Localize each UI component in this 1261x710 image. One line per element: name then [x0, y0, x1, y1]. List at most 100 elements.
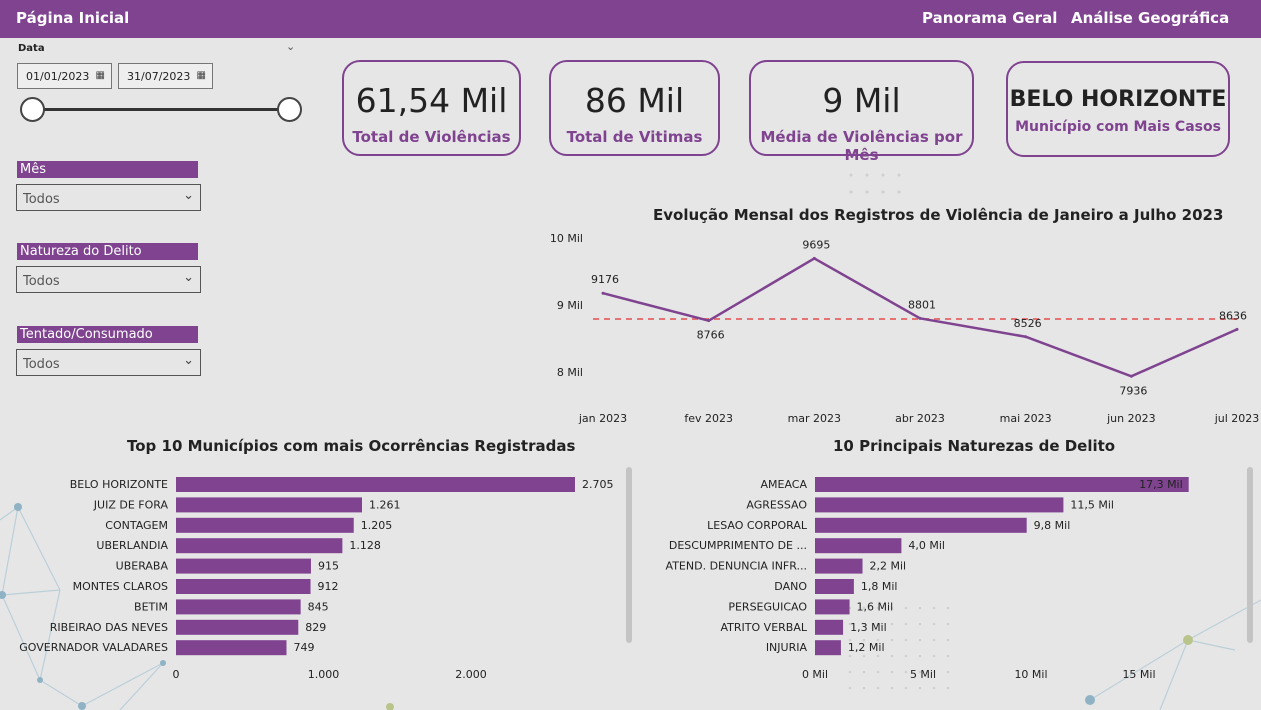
value-label: 1,8 Mil — [861, 580, 898, 593]
category-label: DANO — [774, 580, 807, 593]
bar[interactable] — [815, 538, 902, 554]
kpi-caption: Município com Mais Casos — [1015, 119, 1221, 135]
x-tick-label: fev 2023 — [684, 412, 733, 425]
bar[interactable] — [815, 640, 841, 656]
data-label: 8526 — [1014, 317, 1042, 330]
calendar-icon[interactable]: ▦ — [196, 70, 206, 81]
data-point[interactable] — [1235, 327, 1239, 331]
slider-start-handle[interactable] — [20, 97, 45, 122]
bar[interactable] — [176, 558, 311, 574]
bar[interactable] — [815, 599, 850, 615]
x-tick-label: 0 Mil — [802, 668, 828, 681]
x-tick-label: jan 2023 — [578, 412, 627, 425]
attempt-dropdown-value: Todos — [23, 357, 60, 372]
data-label: 9695 — [802, 238, 830, 251]
value-label: 1.261 — [369, 498, 401, 511]
bar[interactable] — [176, 599, 301, 615]
kpi-caption: Total de Vitimas — [566, 128, 703, 146]
category-label: LESAO CORPORAL — [707, 519, 808, 532]
kpi-caption: Média de Violências por Mês — [760, 128, 963, 164]
x-tick-label: mar 2023 — [788, 412, 841, 425]
bar[interactable] — [176, 477, 575, 492]
chevron-down-icon: ⌄ — [183, 270, 194, 285]
bar[interactable] — [815, 517, 1027, 533]
chevron-down-icon: ⌄ — [183, 188, 194, 203]
bar[interactable] — [815, 579, 854, 594]
month-dropdown-value: Todos — [23, 192, 60, 207]
cities-chart-scrollbar[interactable] — [626, 467, 632, 643]
kpi-value: BELO HORIZONTE — [1009, 87, 1227, 112]
bar[interactable] — [815, 497, 1064, 513]
data-point[interactable] — [1024, 335, 1028, 339]
date-start-input[interactable]: 01/01/2023 ▦ — [17, 63, 112, 89]
date-range-slider[interactable] — [32, 108, 290, 111]
bar[interactable] — [176, 619, 299, 635]
x-tick-label: mai 2023 — [1000, 412, 1052, 425]
value-label: 912 — [318, 580, 339, 593]
cities-chart-title: Top 10 Municípios com mais Ocorrências R… — [127, 437, 576, 455]
line-chart-title: Evolução Mensal dos Registros de Violênc… — [653, 206, 1224, 224]
kpi-caption: Total de Violências — [352, 128, 511, 146]
y-tick-label: 9 Mil — [557, 299, 583, 312]
chevron-down-icon: ⌄ — [183, 353, 194, 368]
attempt-dropdown[interactable]: Todos ⌄ — [16, 349, 201, 376]
category-label: ATEND. DENUNCIA INFR... — [666, 560, 807, 573]
bar[interactable] — [176, 579, 311, 594]
kpi-value: 86 Mil — [584, 81, 685, 120]
calendar-icon[interactable]: ▦ — [95, 70, 105, 81]
data-label: 9176 — [591, 273, 619, 286]
x-tick-label: 0 — [173, 668, 180, 681]
category-label: UBERABA — [116, 560, 169, 573]
value-label: 1.128 — [349, 539, 381, 552]
nature-chart-scrollbar[interactable] — [1247, 467, 1253, 643]
x-tick-label: 5 Mil — [910, 668, 936, 681]
date-filter-label: Data — [18, 43, 45, 54]
bar[interactable] — [815, 558, 863, 574]
x-tick-label: 10 Mil — [1014, 668, 1047, 681]
nav-home-button[interactable]: Página Inicial — [16, 9, 130, 27]
value-label: 17,3 Mil — [1139, 478, 1183, 491]
bar[interactable] — [815, 477, 1189, 492]
data-point[interactable] — [1129, 374, 1133, 378]
value-label: 845 — [308, 600, 329, 613]
chevron-down-icon[interactable]: ⌄ — [286, 40, 296, 53]
top-navigation-bar: Página Inicial Panorama Geral Análise Ge… — [0, 0, 1261, 38]
attempt-filter-title: Tentado/Consumado — [17, 326, 198, 343]
slider-end-handle[interactable] — [277, 97, 302, 122]
value-label: 2,2 Mil — [870, 560, 907, 573]
category-label: MONTES CLAROS — [73, 580, 168, 593]
bar[interactable] — [176, 517, 354, 533]
data-point[interactable] — [707, 319, 711, 323]
nav-panorama-button[interactable]: Panorama Geral — [922, 9, 1058, 27]
value-label: 915 — [318, 560, 339, 573]
date-end-input[interactable]: 31/07/2023 ▦ — [118, 63, 213, 89]
x-tick-label: jun 2023 — [1106, 412, 1156, 425]
category-label: BELO HORIZONTE — [70, 478, 168, 491]
month-dropdown[interactable]: Todos ⌄ — [16, 184, 201, 211]
data-label: 8636 — [1219, 309, 1247, 322]
kpi-value: 61,54 Mil — [355, 81, 508, 120]
data-label: 8766 — [697, 329, 725, 342]
bar[interactable] — [815, 619, 844, 635]
data-point[interactable] — [601, 291, 605, 295]
data-point[interactable] — [918, 316, 922, 320]
category-label: JUIZ DE FORA — [93, 498, 169, 511]
bar[interactable] — [176, 640, 287, 656]
value-label: 1,3 Mil — [850, 621, 887, 634]
value-label: 2.705 — [582, 478, 614, 491]
nav-geo-analysis-button[interactable]: Análise Geográfica — [1071, 9, 1230, 27]
x-tick-label: 1.000 — [308, 668, 340, 681]
x-tick-label: jul 2023 — [1214, 412, 1260, 425]
date-start-value: 01/01/2023 — [26, 70, 90, 83]
data-point[interactable] — [812, 256, 816, 260]
nature-dropdown-value: Todos — [23, 274, 60, 289]
value-label: 1.205 — [361, 519, 393, 532]
category-label: DESCUMPRIMENTO DE ... — [669, 539, 807, 552]
data-label: 8801 — [908, 298, 936, 311]
bar[interactable] — [176, 497, 362, 513]
nature-dropdown[interactable]: Todos ⌄ — [16, 266, 201, 293]
x-tick-label: 2.000 — [455, 668, 487, 681]
bar[interactable] — [176, 538, 343, 554]
